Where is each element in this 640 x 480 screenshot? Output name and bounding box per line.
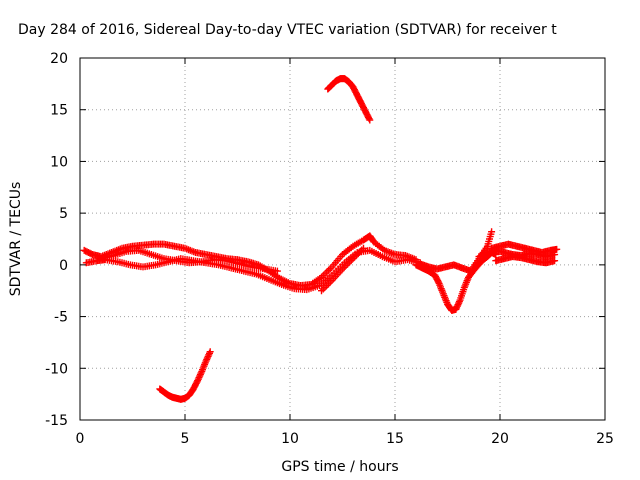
y-tick-label: 5 [59,206,68,222]
plot-frame [79,57,606,421]
data-point [273,267,281,275]
data-point [553,245,561,253]
y-tick-label: 15 [50,103,68,119]
series-band-c [97,246,281,275]
x-tick-label: 15 [386,431,404,447]
y-tick-label: -10 [45,361,68,377]
x-tick-label: 25 [596,431,614,447]
y-tick-label: 0 [59,258,68,274]
y-tick-label: 20 [50,51,68,67]
y-axis-label: SDTVAR / TECUs [8,182,24,297]
x-tick-label: 10 [281,431,299,447]
data-point [360,244,367,252]
series-upper-arc [324,75,374,124]
data-point [196,370,204,378]
series-band-b [82,246,424,294]
y-tick-label: 10 [50,154,68,170]
data-point [551,251,559,259]
x-tick-label: 20 [491,431,509,447]
gridlines [80,58,605,420]
chart-title: Day 284 of 2016, Sidereal Day-to-day VTE… [18,22,557,38]
y-axis-ticks: -15 -10 -5 0 5 10 15 20 [45,51,605,429]
x-tick-label: 0 [76,431,85,447]
x-axis-ticks: 0 5 10 15 20 25 [76,58,614,447]
series-dip-upper [416,228,496,275]
x-tick-label: 5 [181,431,190,447]
y-tick-label: -15 [45,413,68,429]
data-points [80,75,561,403]
series-tail-mid [475,246,559,261]
data-point [366,116,374,124]
data-point [206,348,214,356]
series-lower-arc [156,348,214,403]
y-tick-label: -5 [54,310,68,326]
data-point [203,354,211,362]
series-late-segment [318,244,367,295]
data-point [488,228,496,236]
data-point [551,257,559,265]
x-axis-label: GPS time / hours [281,459,398,475]
